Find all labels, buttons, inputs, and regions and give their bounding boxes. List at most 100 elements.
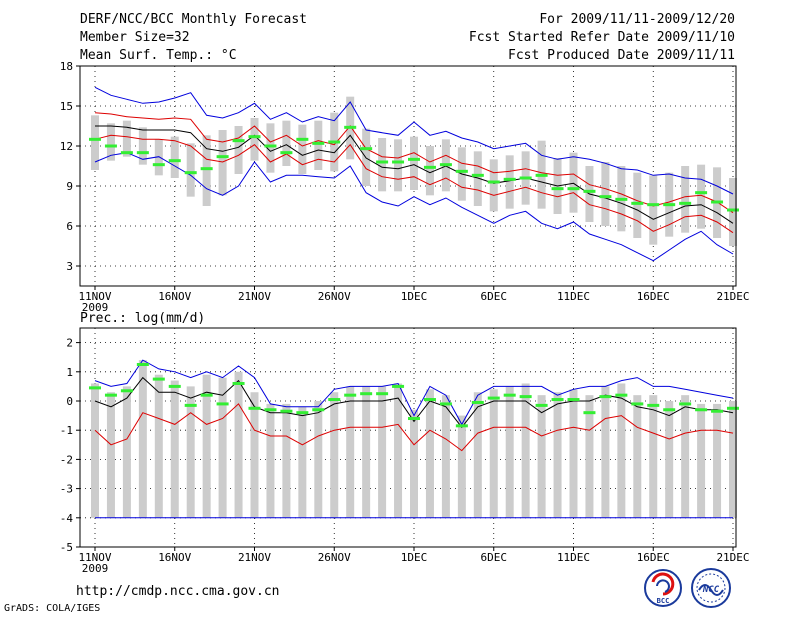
prec-observed-mark: [567, 398, 580, 402]
prec-spread-box: [537, 395, 546, 518]
prec-observed-mark: [471, 400, 484, 404]
prec-ytick-label: -1: [60, 424, 73, 437]
temp-observed-mark: [120, 151, 133, 155]
temp-spread-box: [697, 164, 706, 229]
prec-xtick-label: 26NOV: [318, 551, 351, 564]
temp-xtick-label: 1DEC: [401, 290, 428, 303]
prec-xtick-label: 21DEC: [716, 551, 749, 564]
prec-spread-box: [106, 392, 115, 518]
prec-observed-mark: [519, 395, 532, 399]
prec-spread-box: [425, 389, 434, 518]
temp-observed-mark: [423, 165, 436, 169]
prec-xtick-label: 1DEC: [401, 551, 428, 564]
prec-observed-mark: [679, 402, 692, 406]
prec-observed-mark: [535, 403, 548, 407]
prec-spread-box: [713, 403, 722, 518]
prec-spread-box: [298, 406, 307, 518]
prec-observed-mark: [663, 408, 676, 412]
temp-xtick-label: 21DEC: [716, 290, 749, 303]
prec-spread-box: [202, 374, 211, 518]
temp-xtick-label: 21NOV: [238, 290, 271, 303]
temp-observed-mark: [631, 201, 644, 205]
temp-spread-box: [170, 136, 179, 178]
prec-xtick-label: 16DEC: [637, 551, 670, 564]
prec-spread-box: [601, 386, 610, 518]
prec-observed-mark: [184, 403, 197, 407]
prec-spread-box: [234, 371, 243, 518]
precip-panel-title: Prec.: log(mm/d): [80, 311, 206, 326]
prec-spread-box: [170, 380, 179, 518]
prec-observed-mark: [711, 409, 724, 413]
temp-spread-box: [250, 118, 259, 161]
temp-spread-box: [106, 123, 115, 161]
prec-spread-box: [346, 386, 355, 518]
variable-label: Mean Surf. Temp.: °C: [80, 48, 237, 63]
prec-observed-mark: [296, 411, 309, 415]
prec-spread-box: [266, 403, 275, 518]
prec-spread-box: [91, 383, 99, 518]
prec-spread-box: [218, 377, 227, 518]
prec-observed-mark: [727, 406, 739, 410]
prec-ytick-label: 0: [66, 395, 73, 408]
prec-observed-mark: [439, 402, 452, 406]
temp-ytick-label: 3: [66, 260, 73, 273]
prec-spread-box: [649, 395, 658, 518]
temp-ytick-label: 18: [60, 60, 73, 73]
temp-line-max: [94, 86, 734, 195]
prec-observed-mark: [168, 384, 181, 388]
temp-observed-mark: [487, 180, 500, 184]
temp-ytick-label: 15: [60, 100, 73, 113]
prec-spread-box: [138, 360, 147, 518]
temp-line-mean: [95, 125, 734, 224]
temp-spread-box: [473, 151, 482, 206]
forecast-start-date: Fcst Started Refer Date 2009/11/10: [468, 30, 735, 45]
prec-observed-mark: [328, 398, 341, 402]
temp-spread-box: [681, 166, 690, 233]
prec-ytick-label: 1: [66, 366, 73, 379]
temp-spread-box: [298, 124, 307, 174]
prec-observed-mark: [120, 389, 133, 393]
temp-observed-mark: [471, 173, 484, 177]
temp-xtick-label: 16DEC: [637, 290, 670, 303]
temp-spread-box: [91, 115, 99, 170]
temp-observed-mark: [503, 177, 516, 181]
temp-ytick-label: 9: [66, 180, 73, 193]
temp-observed-mark: [104, 144, 117, 148]
prec-ytick-label: -4: [60, 512, 74, 525]
temp-observed-mark: [280, 151, 293, 155]
prec-observed-mark: [248, 406, 261, 410]
prec-spread-box: [330, 392, 339, 518]
prec-line-lower: [94, 403, 734, 452]
prec-spread-box: [457, 415, 466, 518]
temp-observed-mark: [296, 137, 309, 141]
prec-spread-box: [154, 374, 163, 518]
prec-spread-box: [314, 401, 323, 518]
prec-spread-box: [489, 389, 498, 518]
prec-xtick-label: 16NOV: [158, 551, 191, 564]
temp-observed-mark: [583, 189, 596, 193]
temp-observed-mark: [551, 187, 564, 191]
prec-observed-mark: [551, 398, 564, 402]
source-url[interactable]: http://cmdp.ncc.cma.gov.cn: [76, 584, 280, 599]
temp-observed-mark: [89, 137, 101, 141]
prec-spread-box: [633, 395, 642, 518]
temp-observed-mark: [344, 125, 357, 129]
temp-observed-mark: [152, 163, 165, 167]
prec-spread-box: [378, 386, 387, 518]
temp-spread-box: [282, 120, 291, 166]
temp-spread-box: [729, 178, 737, 246]
ncc-logo-text: NCC: [702, 585, 720, 595]
temp-observed-mark: [232, 139, 245, 143]
temp-observed-mark: [264, 144, 277, 148]
prec-observed-mark: [216, 402, 229, 406]
temp-observed-mark: [711, 200, 724, 204]
prec-spread-box: [282, 403, 291, 518]
temp-observed-mark: [216, 155, 229, 159]
prec-observed-mark: [615, 393, 628, 397]
prec-spread-box: [585, 395, 594, 518]
temp-spread-box: [649, 175, 658, 245]
temp-spread-box: [633, 172, 642, 238]
prec-spread-box: [394, 383, 403, 518]
prec-observed-mark: [583, 411, 596, 415]
prec-spread-box: [569, 389, 578, 518]
